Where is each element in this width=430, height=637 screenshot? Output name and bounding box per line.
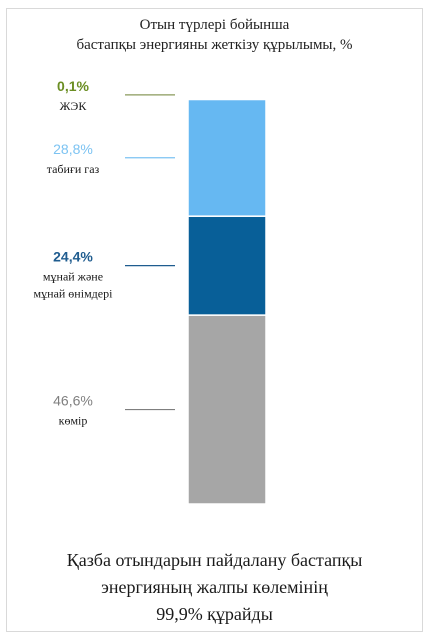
bar-segment-2 [187, 98, 267, 217]
stacked-bar-chart: 46,6% көмір 24,4% мұнай және мұнай өнімдері 2… [34, 78, 267, 505]
chart-footnote: Қазба отындарын пайдалану бастапқы энерг… [7, 547, 422, 628]
category-label-1-1: мұнай өнімдері [34, 287, 114, 301]
chart-frame: Отын түрлері бойынша бастапқы энергияны … [6, 8, 423, 632]
value-label-1: 24,4% [53, 249, 93, 265]
category-label-2-0: табиғи газ [47, 162, 100, 176]
footnote-line-3: 99,9% құрайды [156, 604, 273, 624]
footnote-line-2: энергияның жалпы көлемінің [101, 577, 328, 597]
chart-title-line-2: бастапқы энергияны жеткізу құрылымы, % [76, 37, 353, 53]
value-label-2: 28,8% [53, 141, 93, 157]
category-label-3-0: ЖЭК [60, 99, 88, 113]
bar-segment-0 [187, 314, 267, 505]
chart-title-line-1: Отын түрлері бойынша [139, 17, 290, 33]
chart-title: Отын түрлері бойынша бастапқы энергияны … [7, 15, 422, 55]
category-label-0-0: көмір [59, 414, 88, 428]
category-label-1-0: мұнай және [43, 270, 103, 284]
bar-segment-3 [187, 97, 267, 101]
footnote-line-1: Қазба отындарын пайдалану бастапқы [66, 550, 363, 570]
bar-segment-1 [187, 215, 267, 316]
value-label-0: 46,6% [53, 393, 93, 409]
value-label-3: 0,1% [57, 78, 89, 94]
